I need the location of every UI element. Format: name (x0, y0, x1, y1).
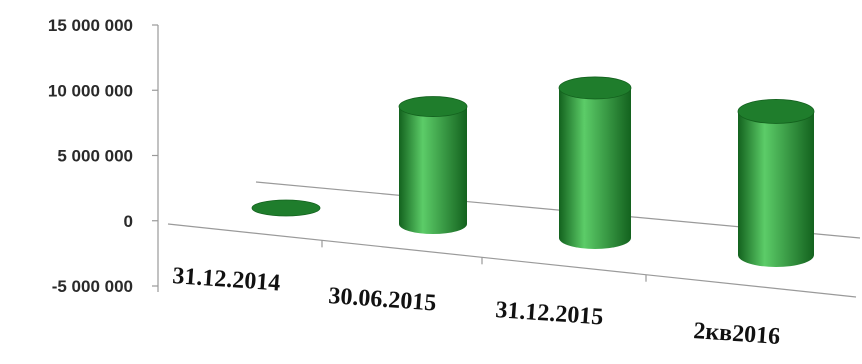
y-tick-label: 15 000 000 (48, 16, 133, 35)
bar-body (399, 106, 467, 234)
bar-top (558, 76, 632, 100)
bar-top (398, 96, 468, 117)
bar-body (738, 111, 814, 267)
bar (558, 76, 632, 249)
x-tick-label: 31.12.2014 (172, 263, 282, 296)
bar-top (251, 199, 321, 217)
category-axis-line (167, 223, 857, 298)
x-tick-label: 31.12.2015 (495, 297, 605, 330)
x-tick-label: 2кв2016 (693, 318, 781, 350)
x-tick-label: 30.06.2015 (328, 283, 438, 316)
y-tick-label: 10 000 000 (48, 81, 133, 100)
bar (251, 199, 321, 217)
bar-body (559, 87, 631, 249)
y-tick-label: 0 (124, 212, 133, 231)
bar (398, 96, 468, 234)
bar (737, 99, 815, 267)
bars (251, 76, 815, 267)
y-tick-label: -5 000 000 (52, 277, 133, 296)
bar-top (737, 99, 815, 124)
y-tick-label: 5 000 000 (57, 147, 133, 166)
